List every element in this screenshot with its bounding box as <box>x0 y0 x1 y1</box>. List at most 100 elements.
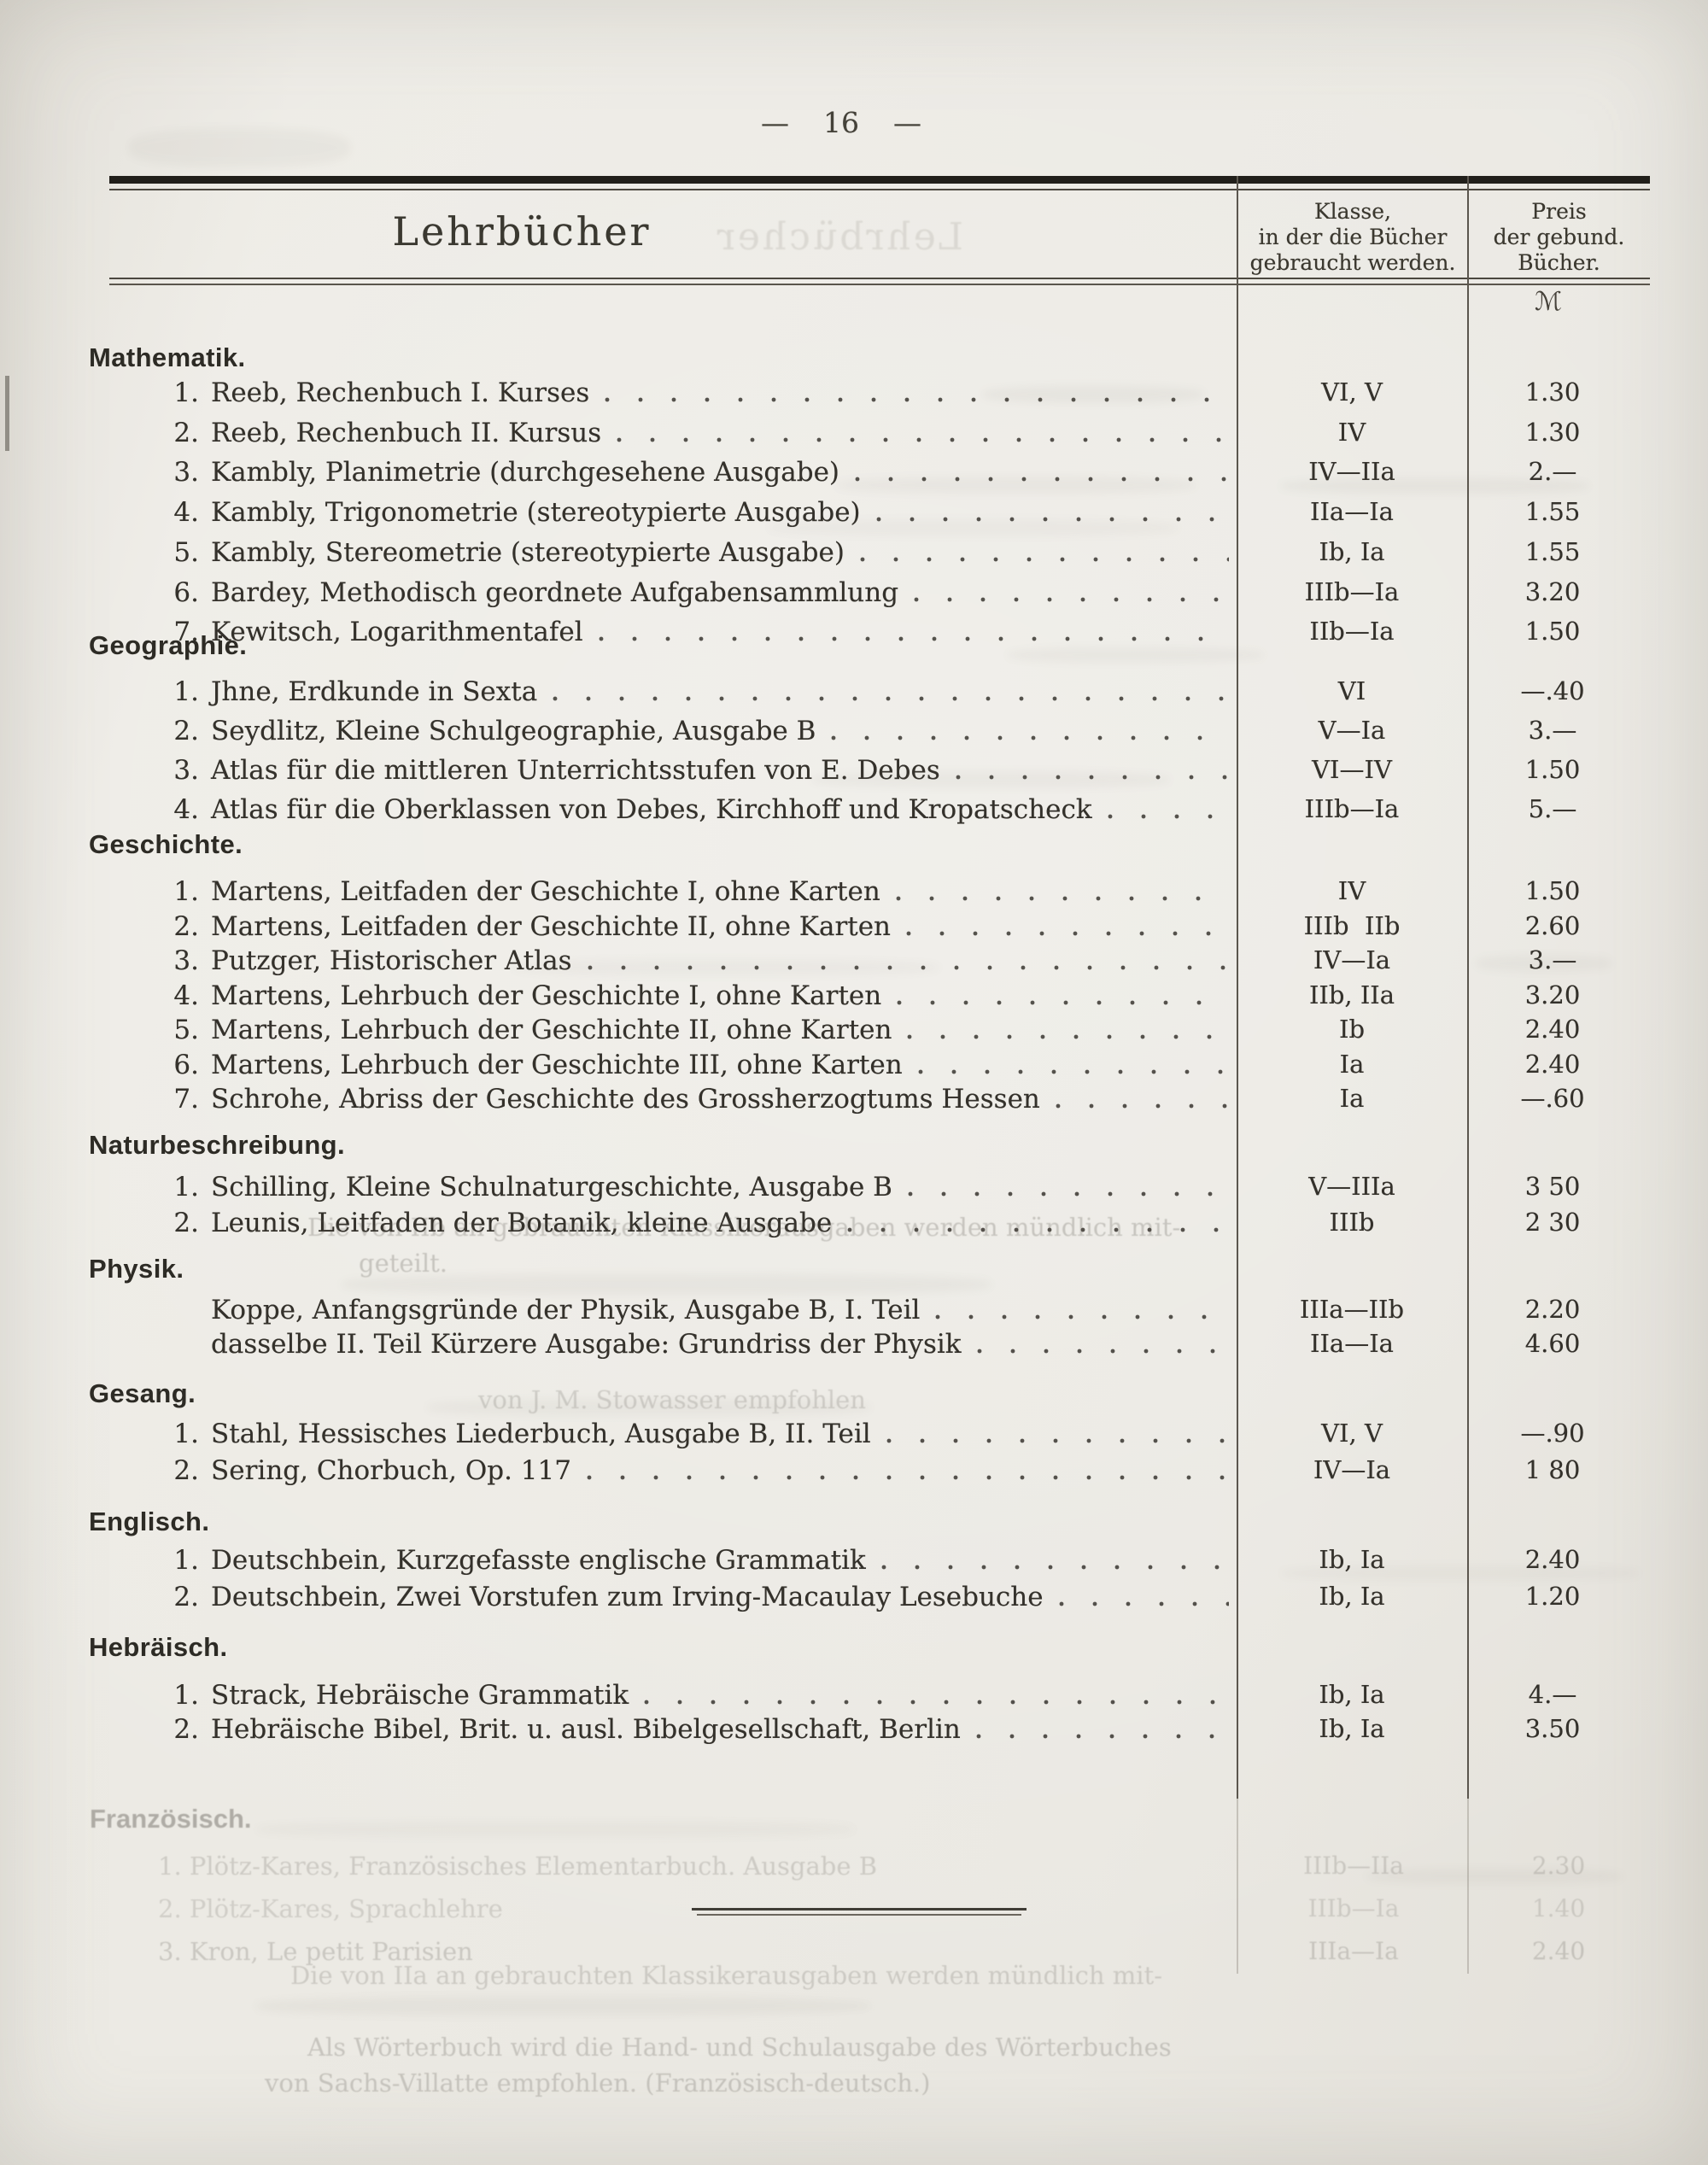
table-row-main: 2. Hebräische Bibel, Brit. u. ausl. Bibel… <box>158 1714 1234 1745</box>
table-row-main: Koppe, Anfangsgründe der Physik, Ausgabe… <box>158 1295 1234 1325</box>
item-number: 2. <box>173 1714 199 1745</box>
dot-leader <box>976 1347 1229 1355</box>
item-number: 2. <box>173 1582 199 1612</box>
item-title: Kambly, Trigonometrie (stereotypierte Au… <box>211 497 861 529</box>
item-price: 1.50 <box>1524 617 1581 647</box>
bleedthrough-price: 1.40 <box>1531 1894 1586 1922</box>
bleedthrough-text: 3. Kron, Le petit Parisien <box>158 1937 473 1966</box>
table-row-main: 1. Reeb, Rechenbuch I. Kurses <box>158 377 1234 408</box>
item-class-range: IV <box>1337 417 1366 447</box>
table-row-main: 2. Martens, Leitfaden der Geschichte II, … <box>158 911 1234 942</box>
dot-leader <box>897 998 1229 1007</box>
item-price: 1.30 <box>1524 417 1581 447</box>
table-row: 2. Martens, Leitfaden der Geschichte II, … <box>158 911 1648 945</box>
table-top-thin-rule <box>109 189 1650 190</box>
item-class-range: IIIb—Ia <box>1304 794 1400 823</box>
section-heading: Naturbeschreibung. <box>89 1130 346 1160</box>
bleedthrough-class: IIIb—IIa <box>1303 1852 1404 1880</box>
section-heading: Englisch. <box>89 1507 210 1536</box>
page-number-dash-left: — <box>761 106 789 139</box>
item-title: Deutschbein, Kurzgefasste englische Gram… <box>211 1545 866 1576</box>
item-price: 2.40 <box>1524 1015 1581 1044</box>
item-price: 2.— <box>1528 457 1577 487</box>
item-class-range: Ib, Ia <box>1319 536 1385 566</box>
bleedthrough-text: Als Wörterbuch wird die Hand- und Schula… <box>307 2033 1172 2062</box>
dot-leader <box>553 694 1229 703</box>
bleedthrough-smudge <box>128 128 350 167</box>
item-price: 1.55 <box>1524 497 1581 527</box>
dot-leader <box>914 594 1229 604</box>
item-title: Reeb, Rechenbuch I. Kurses <box>211 377 590 408</box>
bleedthrough-smudge <box>342 1274 991 1295</box>
table-row-main: 3. Atlas für die mittleren Unterrichtsstu… <box>158 755 1234 786</box>
table-row-main: 7. Kewitsch, Logarithmentafel <box>158 617 1234 647</box>
table-row-main: 6. Martens, Lehrbuch der Geschichte III, … <box>158 1050 1234 1080</box>
item-title: Putzger, Historischer Atlas <box>211 945 572 976</box>
table-row: 2. Leunis, Leitfaden der Botanik, kleine … <box>158 1208 1648 1242</box>
table-row: 4. Atlas für die Oberklassen von Debes, K… <box>158 794 1648 828</box>
item-class-range: IIIa—IIb <box>1299 1295 1405 1324</box>
table-row-main: 4. Atlas für die Oberklassen von Debes, K… <box>158 794 1234 825</box>
item-class-range: Ib <box>1338 1015 1366 1044</box>
dot-leader <box>859 554 1229 564</box>
item-price: 2.60 <box>1524 910 1581 940</box>
dot-leader <box>617 435 1229 444</box>
item-price: 2.40 <box>1524 1049 1581 1079</box>
table-row: 2. Hebräische Bibel, Brit. u. ausl. Bibel… <box>158 1714 1648 1748</box>
table-row-main: 4. Martens, Lehrbuch der Geschichte I, oh… <box>158 980 1234 1011</box>
item-title: Martens, Lehrbuch der Geschichte I, ohne… <box>211 980 882 1011</box>
item-title: Bardey, Methodisch geordnete Aufgabensam… <box>211 576 899 608</box>
item-title: Martens, Lehrbuch der Geschichte III, oh… <box>211 1049 903 1080</box>
bleedthrough-smudge <box>1366 1869 1623 1884</box>
section-heading: Hebräisch. <box>89 1632 228 1662</box>
item-title: Strack, Hebräische Grammatik <box>211 1680 629 1711</box>
item-class-range: IV—Ia <box>1313 945 1391 974</box>
item-number: 2. <box>173 716 199 746</box>
item-price: —.60 <box>1520 1084 1585 1113</box>
column-header-price-line1: Preis <box>1531 199 1587 224</box>
bleedthrough-class: IIIa—Ia <box>1308 1937 1399 1965</box>
item-price: —.90 <box>1520 1419 1585 1448</box>
table-row: 5. Kambly, Stereometrie (stereotypierte A… <box>158 537 1648 571</box>
table-row-main: 4. Kambly, Trigonometrie (stereotypierte … <box>158 497 1234 528</box>
table-title-bleedthrough: Lehrbücher <box>714 215 963 259</box>
table-row: 1. Strack, Hebräische Grammatik Ib, Ia 4.— <box>158 1680 1648 1714</box>
bleedthrough-smudge <box>1476 955 1612 972</box>
item-price: 1.55 <box>1524 536 1581 566</box>
bottom-section-rule-lower <box>697 1914 1021 1916</box>
item-price: 3.— <box>1528 945 1577 974</box>
item-price: 3.20 <box>1524 980 1581 1009</box>
item-price: 1.50 <box>1524 755 1581 784</box>
item-title: Schilling, Kleine Schulnaturgeschichte, … <box>211 1172 892 1202</box>
item-class-range: IV—IIa <box>1308 457 1395 487</box>
item-class-range: IIIb <box>1329 1208 1375 1237</box>
item-title: Atlas für die Oberklassen von Debes, Kir… <box>211 794 1092 825</box>
dot-leader <box>1107 812 1229 821</box>
item-title: Jhne, Erdkunde in Sexta <box>211 676 538 707</box>
item-number: 1. <box>173 1680 199 1711</box>
bleedthrough-price: 2.40 <box>1531 1937 1586 1965</box>
item-class-range: VI—IV <box>1312 755 1392 784</box>
item-price: 1.50 <box>1524 876 1581 905</box>
item-number: 3. <box>173 755 199 786</box>
table-row: 6. Martens, Lehrbuch der Geschichte III, … <box>158 1050 1648 1084</box>
table-top-thick-rule <box>109 176 1650 184</box>
column-divider-class-faint-extension <box>1237 1799 1238 1974</box>
dot-leader <box>917 1067 1229 1076</box>
dot-leader <box>605 395 1229 404</box>
dot-leader <box>831 734 1229 742</box>
bleedthrough-smudge <box>1281 478 1588 494</box>
column-header-price: Preis der gebund. Bücher. <box>1470 199 1648 276</box>
item-number: 5. <box>173 1015 199 1045</box>
table-row-main: 2. Deutschbein, Zwei Vorstufen zum Irving… <box>158 1582 1234 1612</box>
column-header-class-line3: gebraucht werden. <box>1249 250 1456 275</box>
dot-leader <box>955 773 1229 781</box>
item-title: Kambly, Stereometrie (stereotypierte Aus… <box>211 536 845 568</box>
item-title: dasselbe II. Teil Kürzere Ausgabe: Grund… <box>211 1329 962 1360</box>
item-class-range: Ia <box>1339 1084 1365 1113</box>
bleedthrough-smudge <box>512 959 939 976</box>
dot-leader <box>1055 1102 1229 1110</box>
item-number: 1. <box>173 1172 199 1202</box>
column-header-class: Klasse, in der die Bücher gebraucht werd… <box>1239 199 1466 276</box>
